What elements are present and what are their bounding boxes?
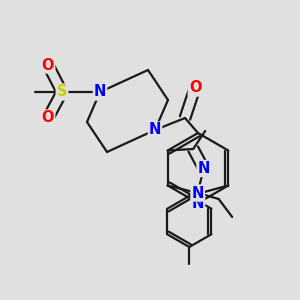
Text: O: O xyxy=(42,110,54,125)
Text: O: O xyxy=(42,58,54,73)
Text: N: N xyxy=(149,122,161,137)
Text: N: N xyxy=(191,185,204,200)
Text: O: O xyxy=(189,80,201,95)
Text: S: S xyxy=(57,85,67,100)
Text: N: N xyxy=(94,85,106,100)
Text: N: N xyxy=(192,196,204,211)
Text: N: N xyxy=(197,161,210,176)
